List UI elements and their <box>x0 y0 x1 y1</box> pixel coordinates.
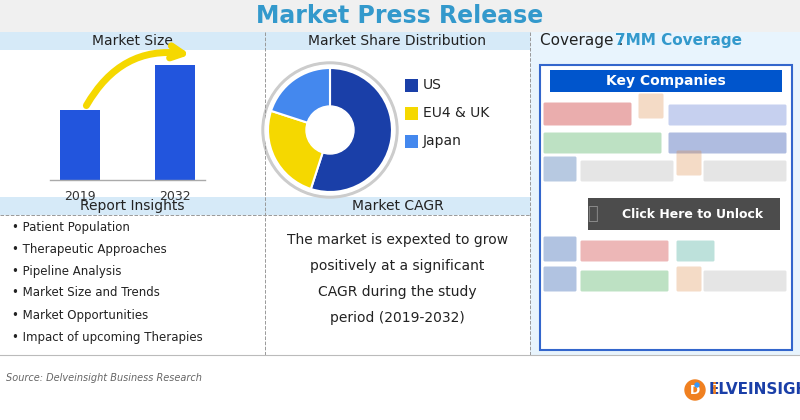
FancyBboxPatch shape <box>638 94 663 118</box>
FancyBboxPatch shape <box>405 107 418 120</box>
FancyBboxPatch shape <box>543 236 577 262</box>
Wedge shape <box>311 68 392 192</box>
FancyBboxPatch shape <box>405 79 418 92</box>
FancyBboxPatch shape <box>0 0 800 32</box>
FancyBboxPatch shape <box>581 241 669 262</box>
FancyBboxPatch shape <box>543 132 662 153</box>
FancyBboxPatch shape <box>677 150 702 176</box>
FancyBboxPatch shape <box>677 267 702 291</box>
Circle shape <box>306 106 354 154</box>
FancyBboxPatch shape <box>581 270 669 291</box>
Text: The market is expexted to grow: The market is expexted to grow <box>287 233 508 247</box>
FancyBboxPatch shape <box>550 70 782 92</box>
Text: • Impact of upcoming Therapies: • Impact of upcoming Therapies <box>12 331 202 344</box>
FancyBboxPatch shape <box>265 32 530 50</box>
FancyBboxPatch shape <box>543 157 577 181</box>
FancyBboxPatch shape <box>543 102 631 126</box>
Text: ELVEINSIGHT: ELVEINSIGHT <box>709 383 800 397</box>
Circle shape <box>685 380 705 400</box>
Text: CAGR during the study: CAGR during the study <box>318 285 477 299</box>
FancyBboxPatch shape <box>669 105 786 126</box>
Text: Click Here to Unlock: Click Here to Unlock <box>622 207 763 220</box>
Text: EU4 & UK: EU4 & UK <box>423 106 490 120</box>
FancyBboxPatch shape <box>581 160 674 181</box>
Text: 🔒: 🔒 <box>586 205 598 223</box>
Text: Report Insights: Report Insights <box>80 199 185 213</box>
Circle shape <box>265 65 395 195</box>
Circle shape <box>695 383 699 387</box>
Text: positively at a significant: positively at a significant <box>310 259 485 273</box>
FancyBboxPatch shape <box>0 197 265 215</box>
FancyBboxPatch shape <box>265 197 530 215</box>
Text: 7MM Coverage: 7MM Coverage <box>615 34 742 48</box>
Text: 2032: 2032 <box>159 190 191 203</box>
FancyBboxPatch shape <box>530 32 800 50</box>
FancyBboxPatch shape <box>543 267 577 291</box>
Text: Japan: Japan <box>423 134 462 148</box>
FancyBboxPatch shape <box>540 65 792 350</box>
Text: Market CAGR: Market CAGR <box>352 199 443 213</box>
Text: • Therapeutic Approaches: • Therapeutic Approaches <box>12 242 166 255</box>
FancyBboxPatch shape <box>669 132 786 153</box>
Text: 2019: 2019 <box>64 190 96 203</box>
FancyBboxPatch shape <box>530 32 800 355</box>
Text: period (2019-2032): period (2019-2032) <box>330 311 465 325</box>
Text: US: US <box>423 78 442 92</box>
FancyBboxPatch shape <box>703 160 786 181</box>
FancyBboxPatch shape <box>155 65 195 180</box>
FancyBboxPatch shape <box>703 270 786 291</box>
Circle shape <box>262 62 398 198</box>
Text: Coverage :: Coverage : <box>540 34 628 48</box>
FancyBboxPatch shape <box>677 241 714 262</box>
FancyBboxPatch shape <box>405 135 418 148</box>
Text: Market Press Release: Market Press Release <box>256 4 544 28</box>
Text: Market Size: Market Size <box>92 34 173 48</box>
Text: Key Companies: Key Companies <box>606 74 726 88</box>
Text: D: D <box>690 383 700 396</box>
Wedge shape <box>268 111 330 189</box>
Text: i: i <box>712 383 717 397</box>
FancyBboxPatch shape <box>60 110 100 180</box>
Text: • Market Opportunities: • Market Opportunities <box>12 309 148 321</box>
FancyBboxPatch shape <box>0 32 265 50</box>
Text: • Pipeline Analysis: • Pipeline Analysis <box>12 265 122 278</box>
FancyArrowPatch shape <box>86 46 182 105</box>
Text: • Patient Population: • Patient Population <box>12 220 130 234</box>
Text: Market Share Distribution: Market Share Distribution <box>309 34 486 48</box>
Text: • Market Size and Trends: • Market Size and Trends <box>12 286 160 299</box>
FancyBboxPatch shape <box>588 198 780 230</box>
Text: Source: Delveinsight Business Research: Source: Delveinsight Business Research <box>6 373 202 383</box>
Wedge shape <box>271 68 330 130</box>
